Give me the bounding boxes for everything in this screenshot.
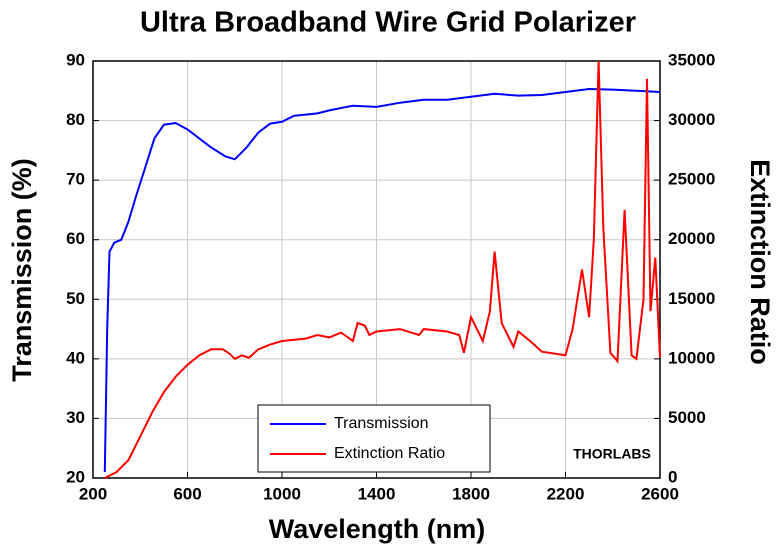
y-axis-label: Transmission (%)	[7, 158, 37, 382]
x-tick-label: 1800	[452, 484, 490, 503]
x-tick-label: 600	[173, 484, 201, 503]
plot-frame	[92, 60, 661, 479]
watermark: THORLABS	[573, 446, 651, 462]
x-tick-label: 2200	[547, 484, 585, 503]
series-line	[104, 60, 661, 479]
y2-tick-label: 10000	[668, 348, 715, 367]
y-tick-label: 20	[66, 467, 85, 486]
y2-tick-label: 35000	[668, 50, 715, 69]
y2-tick-label: 20000	[668, 229, 715, 248]
y-tick-label: 80	[66, 110, 85, 129]
x-tick-label: 1000	[263, 484, 301, 503]
y2-tick-label: 5000	[668, 408, 706, 427]
x-tick-label: 200	[79, 484, 107, 503]
y-tick-label: 70	[66, 170, 85, 189]
series-line	[103, 87, 661, 473]
y-tick-label: 90	[66, 50, 85, 69]
x-axis-label: Wavelength (nm)	[269, 514, 486, 544]
y2-tick-label: 15000	[668, 289, 715, 308]
y-tick-label: 30	[66, 408, 85, 427]
y-tick-label: 50	[66, 289, 85, 308]
y2-tick-label: 25000	[668, 170, 715, 189]
y-tick-label: 40	[66, 348, 85, 367]
legend-label: Extinction Ratio	[334, 445, 445, 462]
x-tick-label: 2600	[641, 484, 679, 503]
legend-box	[257, 404, 491, 473]
legend-label: Transmission	[334, 415, 429, 432]
x-tick-label: 1400	[358, 484, 396, 503]
chart-title: Ultra Broadband Wire Grid Polarizer	[140, 7, 636, 39]
y-tick-label: 60	[66, 229, 85, 248]
y2-axis-label: Extinction Ratio	[745, 159, 775, 365]
y2-tick-label: 30000	[668, 110, 715, 129]
y2-tick-label: 0	[668, 467, 677, 486]
